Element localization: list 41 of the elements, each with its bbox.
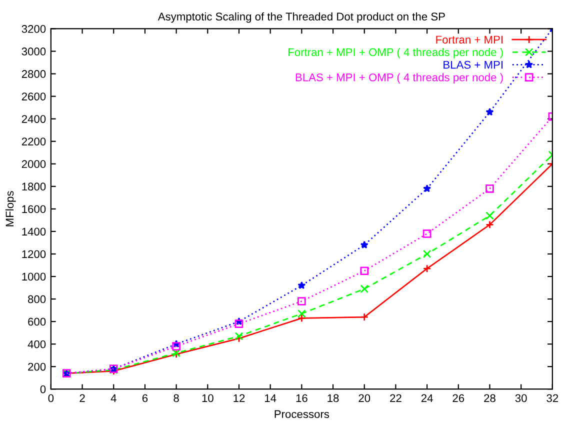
y-tick-label: 1600	[22, 205, 46, 214]
x-tick-label: 32	[546, 394, 558, 402]
x-tick-label: 14	[265, 394, 276, 402]
y-axis-title: MFlops	[5, 191, 16, 226]
y-tick-label: 2000	[22, 160, 46, 168]
x-tick-label: 28	[484, 394, 496, 402]
y-tick-label: 1200	[22, 250, 46, 258]
y-tick-label: 1400	[22, 228, 46, 236]
y-tick-label: 1800	[22, 182, 46, 191]
legend-label: BLAS + MPI + OMP ( 4 threads per node )	[296, 73, 503, 84]
y-tick-label: 3000	[22, 48, 46, 56]
x-tick-label: 20	[358, 394, 370, 402]
x-tick-label: 6	[142, 394, 148, 402]
y-tick-label: 200	[28, 362, 46, 371]
x-tick-label: 24	[421, 394, 433, 402]
x-tick-label: 10	[202, 394, 214, 402]
x-tick-label: 18	[328, 394, 339, 402]
x-tick-label: 22	[390, 394, 402, 402]
x-tick-label: 26	[452, 394, 464, 402]
x-axis-title: Processors	[274, 410, 330, 418]
legend-label: Fortran + MPI + OMP ( 4 threads per node )	[288, 48, 503, 58]
x-tick-label: 4	[110, 394, 116, 402]
y-tick-label: 800	[28, 295, 46, 304]
x-tick-label: 16	[296, 394, 308, 402]
y-tick-label: 0	[40, 385, 46, 394]
legend-label: Fortran + MPI	[436, 36, 503, 44]
y-tick-label: 2400	[22, 115, 46, 123]
y-tick-label: 600	[28, 318, 46, 326]
chart-title: Asymptotic Scaling of the Threaded Dot product on the SP	[158, 12, 445, 23]
x-tick-label: 8	[174, 394, 179, 402]
x-tick-label: 30	[515, 394, 527, 402]
y-tick-label: 2600	[22, 92, 46, 100]
x-tick-label: 0	[48, 394, 54, 402]
x-tick-label: 12	[234, 394, 245, 402]
legend-label: BLAS + MPI	[444, 60, 502, 69]
x-tick-label: 2	[80, 394, 85, 402]
y-tick-label: 2800	[22, 70, 46, 78]
y-tick-label: 1000	[22, 272, 46, 281]
y-tick-label: 3200	[22, 25, 46, 33]
y-tick-label: 400	[28, 340, 46, 348]
y-tick-label: 2200	[22, 138, 46, 146]
